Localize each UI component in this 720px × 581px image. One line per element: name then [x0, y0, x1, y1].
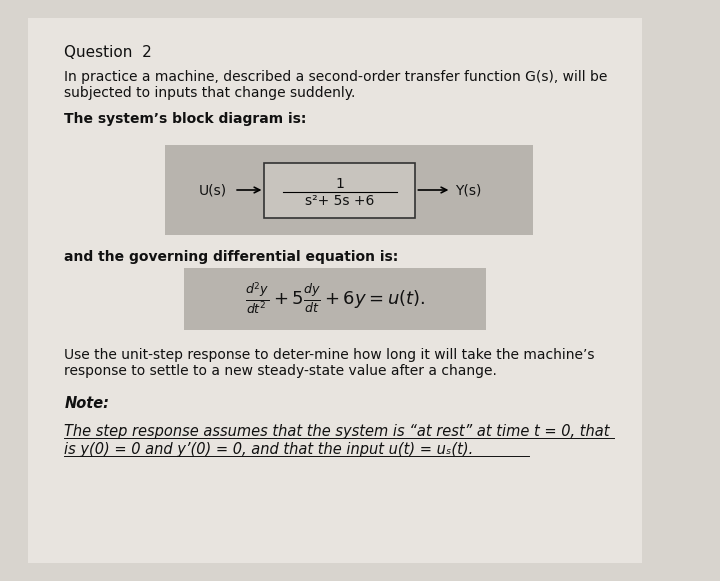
Text: 1: 1	[336, 177, 344, 191]
Text: Note:: Note:	[64, 396, 109, 411]
Bar	[184, 268, 486, 330]
Text: subjected to inputs that change suddenly.: subjected to inputs that change suddenly…	[64, 86, 356, 100]
Text: In practice a machine, described a second-order transfer function G(s), will be: In practice a machine, described a secon…	[64, 70, 608, 84]
Text: and the governing differential equation is:: and the governing differential equation …	[64, 250, 398, 264]
Bar	[165, 145, 534, 235]
Text: The step response assumes that the system is “at rest” at time t = 0, that: The step response assumes that the syste…	[64, 424, 610, 439]
Text: U(s): U(s)	[198, 183, 226, 197]
Text: The system’s block diagram is:: The system’s block diagram is:	[64, 112, 307, 126]
Text: s²+ 5s +6: s²+ 5s +6	[305, 194, 374, 208]
Text: $\frac{d^2y}{dt^2} + 5\frac{dy}{dt} + 6y = u(t).$: $\frac{d^2y}{dt^2} + 5\frac{dy}{dt} + 6y…	[245, 281, 426, 317]
Bar	[264, 163, 415, 218]
Text: Y(s): Y(s)	[455, 183, 482, 197]
Text: response to settle to a new steady-state value after a change.: response to settle to a new steady-state…	[64, 364, 497, 378]
Text: is y(0) = 0 and y’(0) = 0, and that the input u(t) = uₛ(t).: is y(0) = 0 and y’(0) = 0, and that the …	[64, 442, 474, 457]
Text: Question  2: Question 2	[64, 45, 152, 60]
Text: Use the unit-step response to deter-mine how long it will take the machine’s: Use the unit-step response to deter-mine…	[64, 348, 595, 362]
